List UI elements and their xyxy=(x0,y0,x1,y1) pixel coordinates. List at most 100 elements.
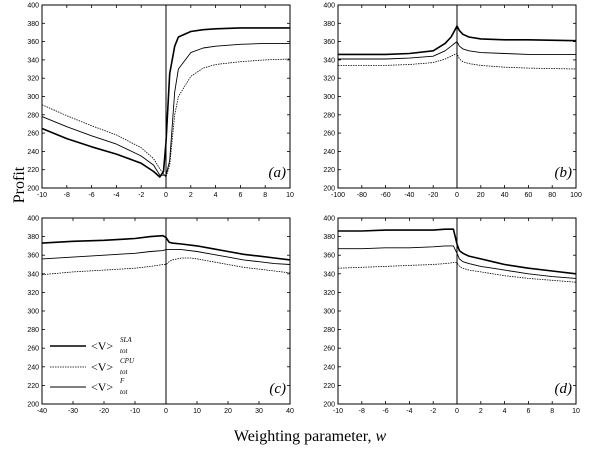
y-tick-label: 340 xyxy=(27,271,39,278)
legend-item: <V> CPU tot xyxy=(50,357,135,376)
x-tick-label: -2 xyxy=(138,192,144,199)
x-tick-label: 100 xyxy=(570,192,582,199)
x-axis-label-text: Weighting parameter, xyxy=(234,428,376,445)
series-line-sla xyxy=(338,228,577,275)
y-tick-label: 300 xyxy=(323,94,335,101)
series-line-f xyxy=(41,42,290,176)
x-tick-label: 2 xyxy=(189,192,193,199)
legend-subscript: tot xyxy=(120,347,128,355)
y-tick-label: 200 xyxy=(27,402,39,409)
y-tick-label: 380 xyxy=(27,234,39,241)
x-axis-label: Weighting parameter, w xyxy=(234,428,387,445)
x-tick-label: 8 xyxy=(263,192,267,199)
legend-subscript: tot xyxy=(120,388,128,396)
x-tick-label: 30 xyxy=(255,408,263,415)
y-tick-label: 340 xyxy=(323,57,335,64)
legend-label: <V> xyxy=(91,339,113,353)
y-tick-label: 340 xyxy=(323,271,335,278)
series-line-cpu xyxy=(338,53,577,70)
y-tick-label: 380 xyxy=(323,234,335,241)
y-tick-label: 300 xyxy=(27,309,39,316)
x-tick-label: 80 xyxy=(548,192,556,199)
x-tick-label: 4 xyxy=(503,408,507,415)
series-line-f xyxy=(338,245,577,279)
y-tick-label: 360 xyxy=(27,39,39,46)
y-tick-label: 220 xyxy=(27,167,39,174)
x-tick-label: 20 xyxy=(224,408,232,415)
legend-subscript: tot xyxy=(120,368,128,376)
y-tick-label: 200 xyxy=(323,402,335,409)
y-tick-label: 280 xyxy=(323,112,335,119)
y-tick-label: 300 xyxy=(323,309,335,316)
y-tick-label: 380 xyxy=(27,21,39,28)
legend-superscript: SLA xyxy=(120,336,132,344)
panel-label: (d) xyxy=(555,381,573,397)
x-tick-label: 6 xyxy=(526,408,530,415)
y-tick-label: 260 xyxy=(323,131,335,138)
y-tick-label: 200 xyxy=(27,186,39,193)
y-tick-label: 320 xyxy=(323,290,335,297)
x-tick-label: 8 xyxy=(550,408,554,415)
y-tick-label: 200 xyxy=(323,186,335,193)
x-tick-label: 10 xyxy=(286,192,294,199)
y-tick-label: 220 xyxy=(323,167,335,174)
series-line-sla xyxy=(338,25,577,56)
x-tick-label: 0 xyxy=(164,408,168,415)
panel-label: (a) xyxy=(269,165,287,181)
y-tick-label: 360 xyxy=(27,253,39,260)
y-tick-label: 360 xyxy=(323,39,335,46)
y-tick-label: 240 xyxy=(323,149,335,156)
x-tick-label: -8 xyxy=(359,408,365,415)
x-tick-label: -4 xyxy=(406,408,412,415)
y-tick-label: 240 xyxy=(27,149,39,156)
x-tick-label: 6 xyxy=(238,192,242,199)
y-tick-label: 400 xyxy=(27,3,39,10)
y-tick-label: 280 xyxy=(27,112,39,119)
x-tick-label: -80 xyxy=(357,192,367,199)
x-tick-label: -6 xyxy=(382,408,388,415)
x-tick-label: -20 xyxy=(99,408,109,415)
x-tick-label: -10 xyxy=(130,408,140,415)
x-tick-label: 4 xyxy=(214,192,218,199)
x-tick-label: -6 xyxy=(88,192,94,199)
x-tick-label: -8 xyxy=(64,192,70,199)
y-tick-label: 220 xyxy=(27,383,39,390)
y-tick-label: 300 xyxy=(27,94,39,101)
y-tick-label: 280 xyxy=(27,327,39,334)
y-tick-label: 360 xyxy=(323,253,335,260)
y-tick-label: 260 xyxy=(27,346,39,353)
x-tick-label: 20 xyxy=(477,192,485,199)
series-line-sla xyxy=(41,27,290,178)
y-tick-label: 320 xyxy=(323,76,335,83)
series-line-sla xyxy=(41,234,291,261)
y-tick-label: 400 xyxy=(27,216,39,223)
series-line-cpu xyxy=(337,262,577,283)
y-tick-label: 340 xyxy=(27,57,39,64)
y-tick-label: 280 xyxy=(323,327,335,334)
x-tick-label: 60 xyxy=(525,192,533,199)
y-tick-label: 320 xyxy=(27,76,39,83)
legend-superscript: F xyxy=(119,377,125,385)
x-axis-label-var: w xyxy=(375,428,386,445)
y-tick-label: 260 xyxy=(27,131,39,138)
y-tick-label: 380 xyxy=(323,21,335,28)
x-tick-label: -4 xyxy=(113,192,119,199)
y-tick-label: 220 xyxy=(323,383,335,390)
x-tick-label: 40 xyxy=(286,408,294,415)
legend-label: <V> xyxy=(91,380,113,394)
x-tick-label: 0 xyxy=(164,192,168,199)
y-tick-label: 320 xyxy=(27,290,39,297)
series-line-cpu xyxy=(41,257,291,276)
legend-superscript: CPU xyxy=(120,357,135,365)
x-tick-label: -40 xyxy=(404,192,414,199)
x-tick-label: 10 xyxy=(193,408,201,415)
x-tick-label: -2 xyxy=(430,408,436,415)
y-tick-label: 240 xyxy=(27,364,39,371)
y-tick-label: 400 xyxy=(323,216,335,223)
x-tick-label: 40 xyxy=(501,192,509,199)
